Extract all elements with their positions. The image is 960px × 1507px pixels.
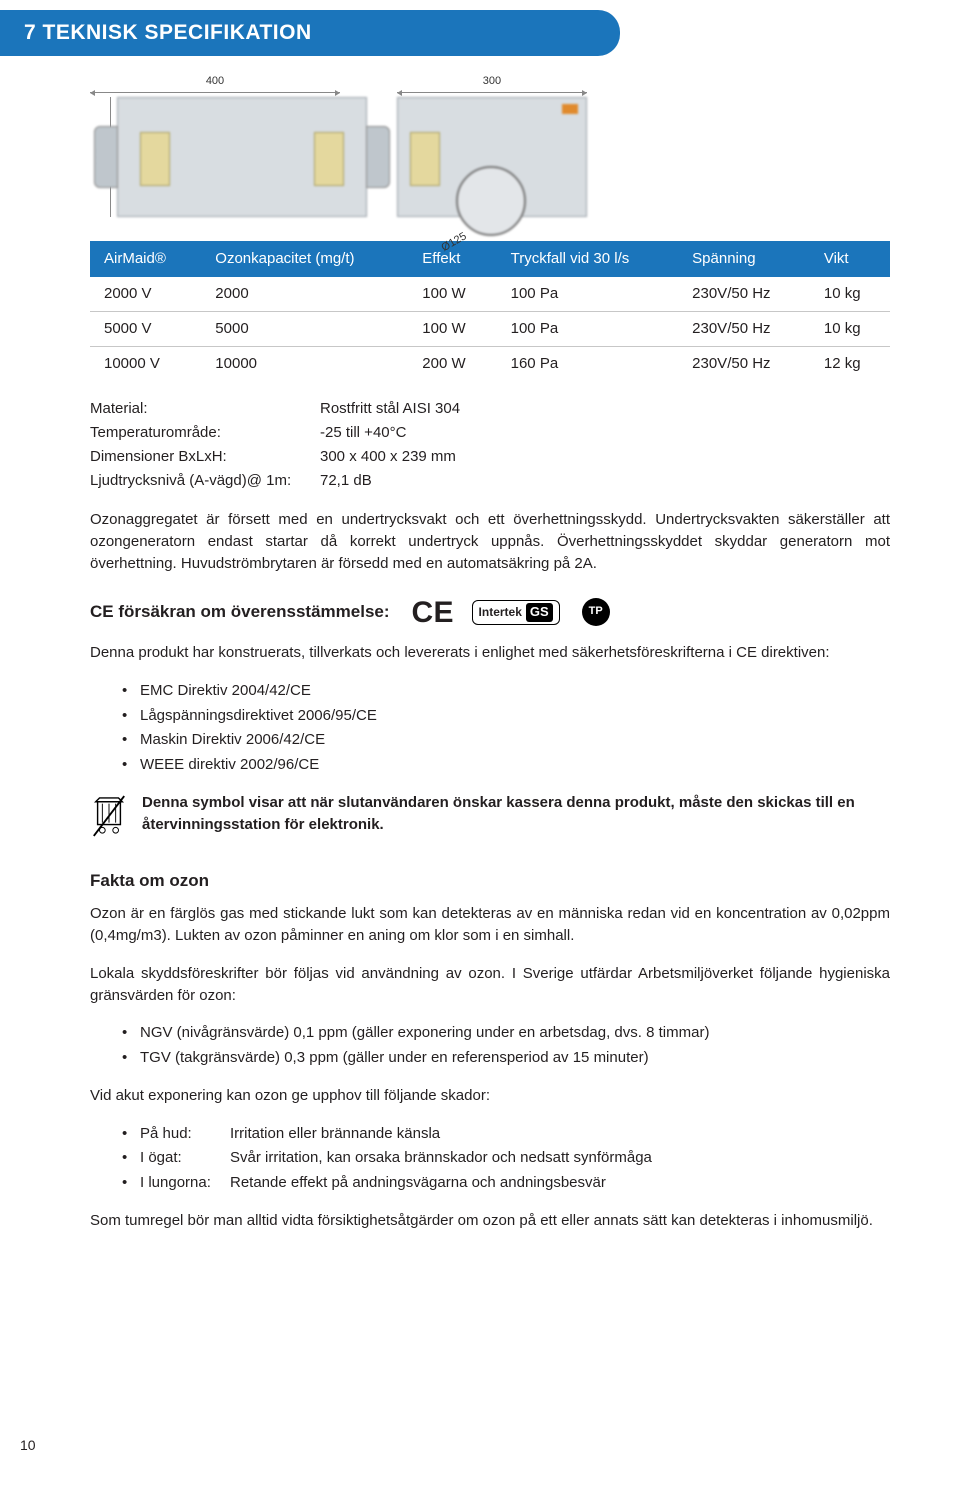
table-cell: 10 kg bbox=[810, 277, 890, 311]
list-item: EMC Direktiv 2004/42/CE bbox=[122, 680, 890, 702]
spec-key: Material: bbox=[90, 398, 320, 420]
table-cell: 230V/50 Hz bbox=[678, 311, 810, 346]
spec-row: Temperaturområde:-25 till +40°C bbox=[90, 422, 890, 444]
effect-value: Irritation eller brännande känsla bbox=[230, 1123, 440, 1145]
table-cell: 230V/50 Hz bbox=[678, 346, 810, 380]
spec-value: 300 x 400 x 239 mm bbox=[320, 446, 456, 468]
table-cell: 10 kg bbox=[810, 311, 890, 346]
effect-value: Svår irritation, kan orsaka brännskador … bbox=[230, 1147, 652, 1169]
drawing-front: 400 239 bbox=[90, 74, 367, 217]
section-header: 7 TEKNISK SPECIFIKATION bbox=[0, 10, 620, 56]
table-cell: 10000 V bbox=[90, 346, 201, 380]
table-cell: 100 Pa bbox=[497, 277, 679, 311]
spec-row: Material:Rostfritt stål AISI 304 bbox=[90, 398, 890, 420]
table-row: 2000 V2000100 W100 Pa230V/50 Hz10 kg bbox=[90, 277, 890, 311]
page-number: 10 bbox=[20, 1435, 36, 1455]
ce-intro: Denna produkt har konstruerats, tillverk… bbox=[90, 642, 890, 664]
table-cell: 2000 bbox=[201, 277, 408, 311]
material-specs: Material:Rostfritt stål AISI 304Temperat… bbox=[90, 398, 890, 491]
ce-mark-icon: C E bbox=[412, 591, 450, 635]
spec-row: Dimensioner BxLxH:300 x 400 x 239 mm bbox=[90, 446, 890, 468]
table-header-row: AirMaid® Ozonkapacitet (mg/t) Effekt Try… bbox=[90, 241, 890, 277]
list-item: Maskin Direktiv 2006/42/CE bbox=[122, 729, 890, 751]
col-voltage: Spänning bbox=[678, 241, 810, 277]
spec-value: Rostfritt stål AISI 304 bbox=[320, 398, 460, 420]
table-cell: 5000 V bbox=[90, 311, 201, 346]
weee-notice: Denna symbol visar att när slutanvändare… bbox=[142, 792, 890, 836]
ce-directive-list: EMC Direktiv 2004/42/CE Lågspänningsdirek… bbox=[122, 680, 890, 776]
ozone-limits-list: NGV (nivågränsvärde) 0,1 ppm (gäller exp… bbox=[122, 1022, 890, 1069]
ozone-p3: Vid akut exponering kan ozon ge upphov t… bbox=[90, 1085, 890, 1107]
dim-width: 400 bbox=[90, 74, 340, 90]
weee-bin-icon bbox=[90, 792, 128, 847]
intertek-label: Intertek bbox=[479, 604, 522, 621]
ce-title: CE försäkran om överensstämmelse: bbox=[90, 600, 390, 625]
col-model: AirMaid® bbox=[90, 241, 201, 277]
table-cell: 200 W bbox=[408, 346, 496, 380]
ozone-p4: Som tumregel bör man alltid vidta försik… bbox=[90, 1210, 890, 1232]
table-cell: 100 W bbox=[408, 311, 496, 346]
ozone-facts-title: Fakta om ozon bbox=[90, 869, 890, 894]
table-cell: 230V/50 Hz bbox=[678, 277, 810, 311]
dim-depth: 300 bbox=[397, 74, 587, 90]
col-ozone: Ozonkapacitet (mg/t) bbox=[201, 241, 408, 277]
spec-row: Ljudtrycksnivå (A-vägd)@ 1m:72,1 dB bbox=[90, 470, 890, 492]
table-cell: 12 kg bbox=[810, 346, 890, 380]
spec-key: Dimensioner BxLxH: bbox=[90, 446, 320, 468]
effect-key: I lungorna: bbox=[140, 1172, 230, 1194]
table-cell: 10000 bbox=[201, 346, 408, 380]
gs-label: GS bbox=[526, 603, 553, 622]
technical-drawings: 400 239 300 Ø125 bbox=[90, 74, 890, 217]
ozone-p1: Ozon är en färglös gas med stickande luk… bbox=[90, 903, 890, 947]
table-cell: 100 Pa bbox=[497, 311, 679, 346]
list-item: I ögat:Svår irritation, kan orsaka bränn… bbox=[122, 1147, 890, 1169]
description-paragraph: Ozonaggregatet är försett med en undertr… bbox=[90, 509, 890, 574]
ce-conformity-row: CE försäkran om överensstämmelse: C E In… bbox=[90, 591, 890, 635]
intertek-badge: Intertek GS bbox=[472, 600, 560, 625]
list-item: NGV (nivågränsvärde) 0,1 ppm (gäller exp… bbox=[122, 1022, 890, 1044]
table-cell: 2000 V bbox=[90, 277, 201, 311]
spec-value: 72,1 dB bbox=[320, 470, 372, 492]
ozone-p2: Lokala skyddsföreskrifter bör följas vid… bbox=[90, 963, 890, 1007]
effect-key: På hud: bbox=[140, 1123, 230, 1145]
list-item: WEEE direktiv 2002/96/CE bbox=[122, 754, 890, 776]
effect-value: Retande effekt på andningsvägarna och an… bbox=[230, 1172, 606, 1194]
list-item: I lungorna:Retande effekt på andningsväg… bbox=[122, 1172, 890, 1194]
table-row: 5000 V5000100 W100 Pa230V/50 Hz10 kg bbox=[90, 311, 890, 346]
effect-key: I ögat: bbox=[140, 1147, 230, 1169]
table-cell: 100 W bbox=[408, 277, 496, 311]
list-item: På hud:Irritation eller brännande känsla bbox=[122, 1123, 890, 1145]
tp-badge: TP bbox=[582, 598, 610, 626]
drawing-side: 300 Ø125 bbox=[397, 74, 587, 217]
ozone-effects-list: På hud:Irritation eller brännande känsla… bbox=[122, 1123, 890, 1194]
list-item: TGV (takgränsvärde) 0,3 ppm (gäller unde… bbox=[122, 1047, 890, 1069]
table-cell: 5000 bbox=[201, 311, 408, 346]
spec-table: AirMaid® Ozonkapacitet (mg/t) Effekt Try… bbox=[90, 241, 890, 380]
col-weight: Vikt bbox=[810, 241, 890, 277]
table-cell: 160 Pa bbox=[497, 346, 679, 380]
table-row: 10000 V10000200 W160 Pa230V/50 Hz12 kg bbox=[90, 346, 890, 380]
list-item: Lågspänningsdirektivet 2006/95/CE bbox=[122, 705, 890, 727]
spec-value: -25 till +40°C bbox=[320, 422, 406, 444]
spec-key: Temperaturområde: bbox=[90, 422, 320, 444]
spec-key: Ljudtrycksnivå (A-vägd)@ 1m: bbox=[90, 470, 320, 492]
col-pressure: Tryckfall vid 30 l/s bbox=[497, 241, 679, 277]
